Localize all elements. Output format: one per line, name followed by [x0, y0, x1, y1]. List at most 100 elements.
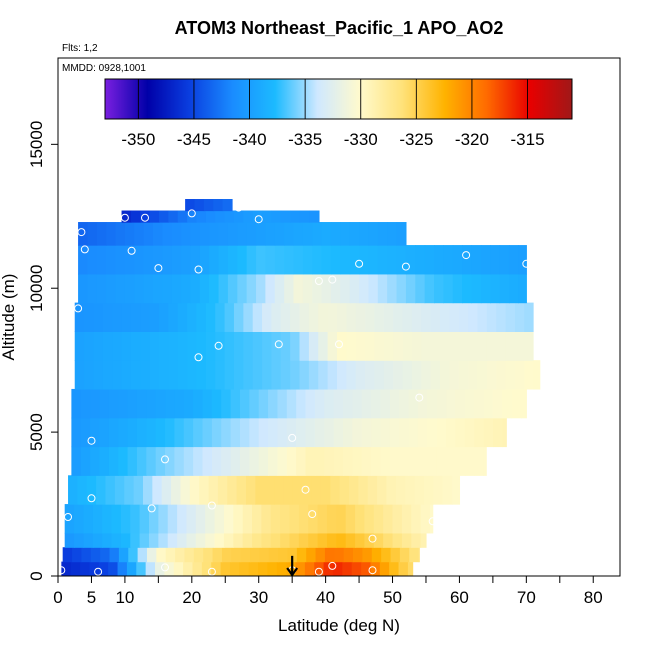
plot-frame: [57, 57, 621, 577]
heatmap-cell: [156, 547, 167, 563]
heatmap-cell: [256, 222, 267, 246]
heatmap-cell: [414, 475, 425, 505]
sample-point: [462, 251, 471, 260]
heatmap-cell: [187, 360, 198, 390]
heatmap-cell: [286, 417, 297, 448]
sample-point: [187, 209, 196, 218]
heatmap-cell: [373, 504, 384, 534]
heatmap-cell: [146, 547, 157, 563]
heatmap-cell: [349, 245, 360, 275]
sample-point: [77, 228, 86, 237]
heatmap-cell: [296, 446, 307, 476]
heatmap-cell: [195, 504, 206, 534]
heatmap-cell: [205, 504, 216, 534]
heatmap-cell: [168, 210, 179, 223]
heatmap-cell: [434, 245, 444, 275]
heatmap-cell: [508, 245, 519, 275]
heatmap-cell: [401, 504, 412, 534]
heatmap-cell: [424, 273, 435, 304]
heatmap-cell: [252, 532, 262, 548]
heatmap-cell: [190, 222, 201, 246]
heatmap-cell: [239, 446, 250, 476]
heatmap-cell: [252, 360, 263, 390]
heatmap-cell: [330, 475, 341, 505]
heatmap-cell: [92, 532, 103, 548]
heatmap-cell: [165, 417, 176, 448]
heatmap-cell: [374, 302, 385, 332]
heatmap-cell: [106, 222, 117, 246]
heatmap-cell: [340, 222, 351, 246]
heatmap-cell: [334, 547, 345, 563]
colorbar-ticks: -350 -345 -340 -335 -330 -325 -320 -315: [121, 79, 545, 149]
heatmap-cell: [299, 360, 310, 390]
heatmap-cell: [177, 504, 188, 534]
heatmap-cell: [349, 273, 360, 304]
heatmap-cell: [71, 388, 82, 419]
heatmap-cell: [223, 532, 234, 548]
heatmap-cell: [474, 417, 485, 448]
heatmap-cell: [215, 302, 226, 332]
sample-point: [154, 264, 163, 273]
heatmap-cell: [237, 273, 248, 304]
heatmap-cell: [224, 360, 235, 390]
heatmap-cell: [364, 504, 375, 534]
heatmap-cell: [252, 504, 262, 534]
heatmap-cell: [142, 475, 153, 505]
heatmap-cell: [381, 547, 392, 563]
heatmap-cell: [127, 388, 138, 419]
sample-point: [328, 561, 337, 570]
heatmap-cell: [409, 547, 420, 563]
heatmap-cell: [277, 446, 288, 476]
heatmap-cell: [390, 547, 401, 563]
heatmap-cell: [317, 504, 328, 534]
heatmap-cell: [121, 210, 132, 223]
heatmap-cell: [108, 446, 119, 476]
heatmap-cell: [202, 446, 213, 476]
heatmap-cell: [262, 331, 273, 361]
heatmap-cell: [167, 504, 178, 534]
sample-point: [161, 563, 169, 572]
sample-point: [207, 501, 216, 510]
heatmap-cell: [340, 245, 351, 275]
sample-point: [355, 259, 364, 268]
heatmap-cell: [93, 331, 104, 361]
heatmap-cell: [222, 199, 233, 212]
heatmap-cell: [417, 388, 428, 419]
heatmap-cell: [196, 302, 207, 332]
heatmap-cell: [240, 547, 251, 563]
heatmap-cell: [81, 547, 92, 563]
heatmap-cell: [346, 331, 357, 361]
heatmap-cell: [249, 446, 260, 476]
sample-point: [401, 262, 410, 271]
heatmap-cell: [427, 417, 438, 448]
sample-point: [314, 277, 323, 285]
heatmap-cell: [380, 446, 391, 476]
heatmap-cell: [371, 547, 382, 563]
heatmap-cell: [490, 273, 501, 304]
heatmap-cell: [181, 245, 192, 275]
heatmap-cell: [193, 417, 204, 448]
sample-point: [301, 485, 310, 494]
heatmap-cell: [355, 532, 366, 548]
heatmap-cell: [321, 273, 332, 304]
heatmap-cell: [296, 388, 307, 419]
heatmap-cell: [502, 388, 513, 419]
sample-point: [74, 304, 83, 313]
heatmap-cell: [343, 446, 353, 476]
heatmap-cell: [74, 331, 85, 361]
heatmap-cell: [261, 504, 272, 534]
heatmap-cell: [181, 222, 192, 246]
heatmap-cell: [471, 273, 482, 304]
heatmap-cell: [415, 273, 426, 304]
heatmap-cell: [136, 388, 147, 419]
heatmap-cell: [140, 331, 151, 361]
heatmap-cell: [174, 417, 185, 448]
heatmap-cell: [171, 475, 182, 505]
heatmap-cell: [174, 446, 185, 476]
heatmap-cell: [133, 475, 144, 505]
heatmap-cell: [353, 547, 364, 563]
heatmap-cell: [368, 245, 379, 275]
heatmap-cell: [343, 388, 353, 419]
heatmap-cell: [99, 446, 110, 476]
heatmap-cell: [389, 388, 400, 419]
